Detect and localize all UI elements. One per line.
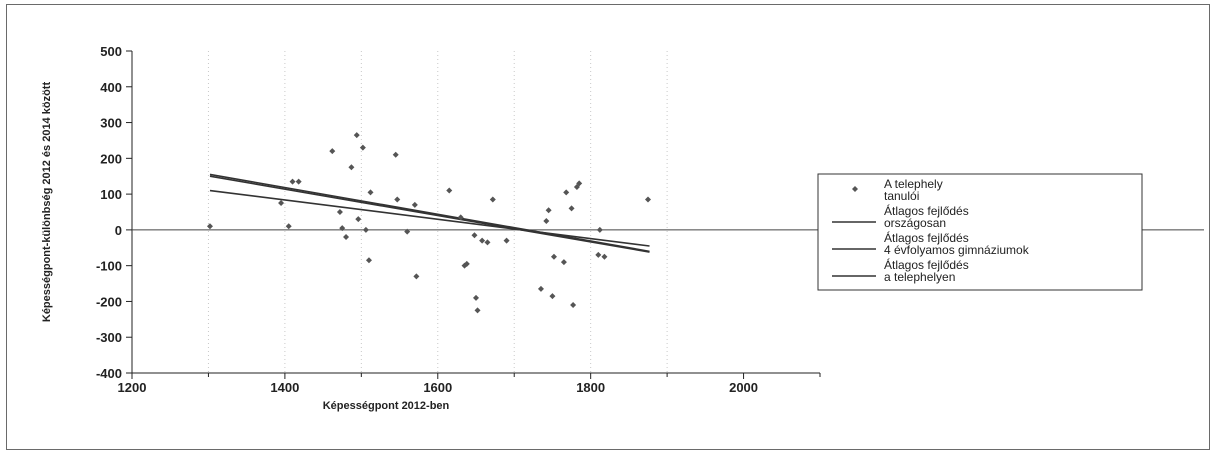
scatter-point: [537, 285, 544, 292]
legend-label: 4 évfolyamos gimnáziumok: [884, 243, 1030, 257]
y-tick-label: -300: [96, 330, 122, 345]
scatter-point: [362, 226, 369, 233]
scatter-point: [489, 196, 496, 203]
x-tick-label: 1400: [270, 380, 299, 395]
legend-label: Átlagos fejlődés: [884, 257, 969, 272]
legend-label: tanulói: [884, 189, 919, 203]
trend-line: [209, 189, 650, 247]
scatter-point: [343, 234, 350, 241]
legend-label: Átlagos fejlődés: [884, 203, 969, 218]
scatter-point: [206, 223, 213, 230]
scatter-point: [563, 189, 570, 196]
scatter-point: [595, 251, 602, 258]
x-axis-title: Képességpont 2012-ben: [323, 400, 450, 412]
y-tick-label: 400: [100, 80, 122, 95]
scatter-point: [645, 196, 651, 203]
scatter-point: [446, 187, 453, 194]
scatter-point: [550, 253, 557, 260]
scatter-point: [365, 257, 372, 264]
y-tick-label: 100: [100, 187, 122, 202]
scatter-point: [411, 201, 418, 208]
y-tick-label: 500: [100, 44, 122, 59]
scatter-point: [353, 132, 360, 139]
scatter-point: [479, 237, 486, 244]
scatter-point: [570, 302, 577, 309]
scatter-point: [392, 151, 399, 158]
x-tick-label: 1600: [423, 380, 452, 395]
scatter-point: [339, 225, 346, 232]
scatter-point: [359, 144, 366, 151]
scatter-points: [206, 132, 651, 314]
legend-box: [817, 173, 1143, 291]
y-tick-label: -200: [96, 294, 122, 309]
scatter-point: [560, 259, 567, 266]
scatter-point: [329, 148, 336, 155]
gridlines: [207, 51, 668, 373]
scatter-point: [601, 253, 608, 260]
y-tick-label: -400: [96, 366, 122, 381]
legend-label: A telephely: [884, 177, 943, 191]
scatter-point: [457, 214, 464, 221]
x-tick-labels: 1200 1400 1600 1800 2000: [118, 380, 758, 395]
x-tick-label: 2000: [729, 380, 758, 395]
y-tick-label: 300: [100, 116, 122, 131]
scatter-point: [348, 164, 355, 171]
y-tick-labels: 500 400 300 200 100 0 -100 -200 -300 -400: [96, 44, 122, 381]
y-tick-label: 200: [100, 151, 122, 166]
scatter-point: [336, 209, 343, 215]
scatter-point: [295, 178, 302, 185]
x-tick-label: 1800: [576, 380, 605, 395]
scatter-point: [289, 178, 296, 185]
scatter-point: [471, 232, 478, 239]
scatter-point: [543, 217, 550, 224]
scatter-point: [568, 205, 575, 212]
trend-lines: [209, 173, 650, 253]
y-axis-title: Képességpont-különbség 2012 és 2014 közö…: [41, 82, 53, 323]
scatter-point: [503, 237, 510, 244]
scatter-point: [355, 216, 362, 223]
scatter-point: [285, 223, 292, 230]
scatter-point: [474, 307, 481, 314]
scatter-point: [278, 200, 285, 207]
scatter-point: [413, 273, 420, 280]
scatter-point: [484, 239, 491, 246]
scatter-point: [596, 226, 603, 233]
y-tick-label: 0: [115, 223, 122, 238]
y-tick-label: -100: [96, 259, 122, 274]
scatter-point: [473, 294, 479, 301]
x-tick-label: 1200: [118, 380, 147, 395]
scatter-point: [576, 180, 583, 187]
scatter-point: [549, 293, 556, 300]
trend-line: [209, 175, 650, 253]
legend-marker-point: [852, 186, 858, 192]
scatter-point: [404, 228, 411, 235]
legend-label: országosan: [884, 216, 946, 230]
legend-label: Átlagos fejlődés: [884, 230, 969, 245]
scatter-point: [545, 207, 552, 214]
scatter-point: [394, 196, 401, 203]
trend-line: [209, 173, 650, 253]
scatter-point: [367, 189, 374, 196]
scatter-point: [463, 260, 470, 267]
legend-label: a telephelyen: [884, 270, 955, 284]
